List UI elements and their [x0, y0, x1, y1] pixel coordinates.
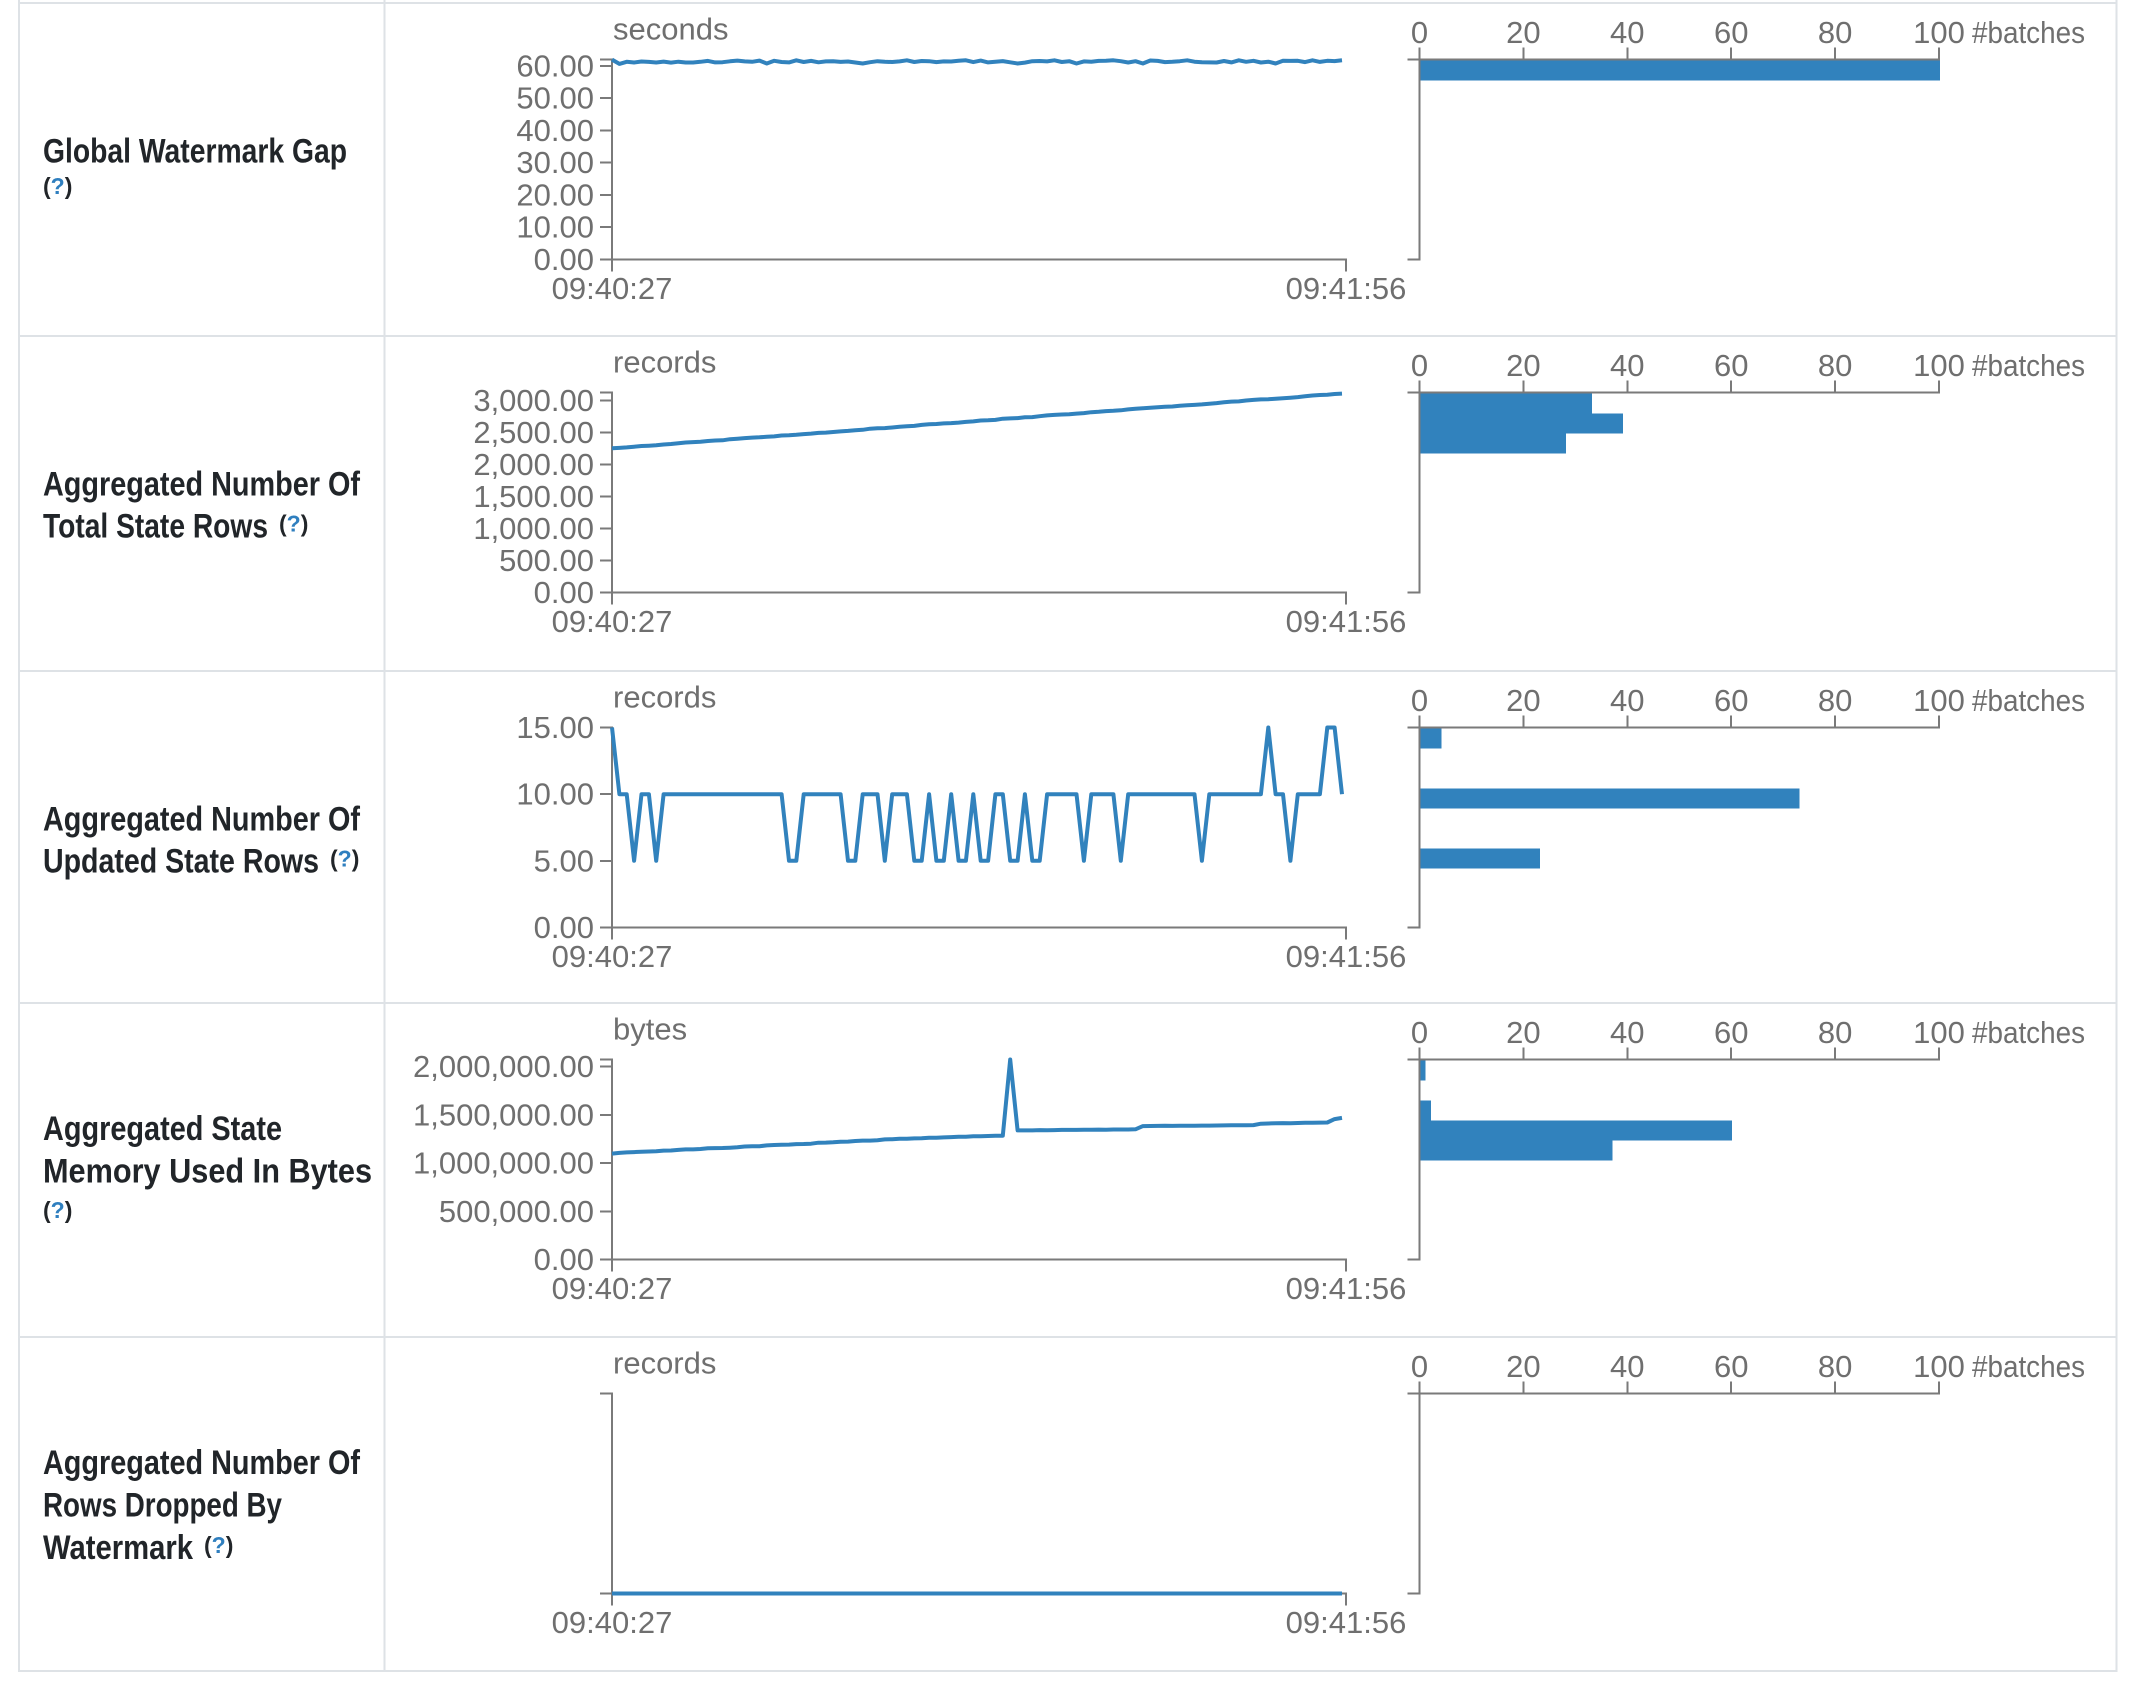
svg-text:3,000.00: 3,000.00	[473, 383, 594, 418]
svg-text:#batches: #batches	[1972, 1015, 2085, 1050]
svg-text:40: 40	[1610, 1015, 1644, 1050]
svg-text:09:41:56: 09:41:56	[1286, 1271, 1407, 1306]
svg-text:0.00: 0.00	[534, 910, 594, 945]
svg-text:100: 100	[1913, 1015, 1965, 1050]
svg-text:80: 80	[1818, 348, 1852, 383]
svg-text:(?): (?)	[330, 846, 359, 872]
svg-text:100: 100	[1913, 15, 1965, 50]
svg-text:500,000.00: 500,000.00	[439, 1194, 594, 1229]
svg-text:09:40:27: 09:40:27	[552, 939, 673, 974]
svg-text:1,000.00: 1,000.00	[473, 511, 594, 546]
svg-text:1,000,000.00: 1,000,000.00	[413, 1146, 594, 1181]
svg-text:20: 20	[1506, 1349, 1540, 1384]
svg-text:60: 60	[1714, 348, 1748, 383]
svg-text:Rows Dropped By: Rows Dropped By	[43, 1487, 282, 1525]
svg-text:(?): (?)	[279, 511, 308, 537]
svg-text:0: 0	[1411, 15, 1428, 50]
svg-text:20: 20	[1506, 348, 1540, 383]
svg-text:60.00: 60.00	[516, 48, 594, 83]
svg-text:records: records	[613, 345, 716, 380]
svg-text:bytes: bytes	[613, 1012, 687, 1047]
svg-text:Aggregated Number Of: Aggregated Number Of	[43, 801, 361, 839]
svg-text:09:41:56: 09:41:56	[1286, 604, 1407, 639]
svg-text:2,000.00: 2,000.00	[473, 447, 594, 482]
svg-text:40.00: 40.00	[516, 113, 594, 148]
svg-text:60: 60	[1714, 683, 1748, 718]
svg-text:100: 100	[1913, 683, 1965, 718]
svg-text:60: 60	[1714, 1015, 1748, 1050]
svg-text:60: 60	[1714, 15, 1748, 50]
svg-text:(?): (?)	[43, 173, 72, 199]
svg-text:40: 40	[1610, 15, 1644, 50]
svg-text:80: 80	[1818, 1015, 1852, 1050]
svg-text:1,500,000.00: 1,500,000.00	[413, 1097, 594, 1132]
svg-text:#batches: #batches	[1972, 348, 2085, 383]
svg-text:seconds: seconds	[613, 12, 728, 47]
svg-text:09:40:27: 09:40:27	[552, 1271, 673, 1306]
svg-text:20: 20	[1506, 15, 1540, 50]
svg-text:100: 100	[1913, 1349, 1965, 1384]
svg-text:0: 0	[1411, 683, 1428, 718]
svg-text:records: records	[613, 1346, 716, 1381]
svg-text:20.00: 20.00	[516, 177, 594, 212]
svg-text:Updated State Rows: Updated State Rows	[43, 843, 319, 881]
svg-text:30.00: 30.00	[516, 145, 594, 180]
svg-text:09:40:27: 09:40:27	[552, 604, 673, 639]
svg-text:records: records	[613, 680, 716, 715]
svg-text:80: 80	[1818, 15, 1852, 50]
svg-text:Global Watermark Gap: Global Watermark Gap	[43, 133, 347, 171]
svg-text:5.00: 5.00	[534, 843, 594, 878]
svg-text:(?): (?)	[204, 1532, 233, 1558]
svg-text:40: 40	[1610, 348, 1644, 383]
svg-text:1,500.00: 1,500.00	[473, 479, 594, 514]
svg-text:#batches: #batches	[1972, 683, 2085, 718]
svg-text:10.00: 10.00	[516, 210, 594, 245]
svg-text:20: 20	[1506, 1015, 1540, 1050]
svg-text:09:40:27: 09:40:27	[552, 271, 673, 306]
svg-text:0.00: 0.00	[534, 1242, 594, 1277]
svg-text:0.00: 0.00	[534, 242, 594, 277]
svg-text:2,000,000.00: 2,000,000.00	[413, 1049, 594, 1084]
svg-text:20: 20	[1506, 683, 1540, 718]
svg-text:0: 0	[1411, 1349, 1428, 1384]
svg-text:#batches: #batches	[1972, 1349, 2085, 1384]
svg-text:80: 80	[1818, 1349, 1852, 1384]
svg-text:500.00: 500.00	[499, 543, 594, 578]
svg-text:09:41:56: 09:41:56	[1286, 1605, 1407, 1640]
svg-text:Total State Rows: Total State Rows	[43, 508, 268, 546]
svg-text:Watermark: Watermark	[43, 1529, 193, 1567]
svg-text:Aggregated Number Of: Aggregated Number Of	[43, 1444, 361, 1482]
svg-text:15.00: 15.00	[516, 710, 594, 745]
svg-text:50.00: 50.00	[516, 81, 594, 116]
svg-text:0: 0	[1411, 348, 1428, 383]
svg-text:2,500.00: 2,500.00	[473, 415, 594, 450]
svg-text:09:41:56: 09:41:56	[1286, 271, 1407, 306]
svg-text:80: 80	[1818, 683, 1852, 718]
svg-text:Aggregated Number Of: Aggregated Number Of	[43, 466, 361, 504]
svg-text:0.00: 0.00	[534, 575, 594, 610]
svg-text:40: 40	[1610, 1349, 1644, 1384]
svg-text:(?): (?)	[43, 1197, 72, 1223]
svg-text:#batches: #batches	[1972, 15, 2085, 50]
svg-text:0: 0	[1411, 1015, 1428, 1050]
svg-text:100: 100	[1913, 348, 1965, 383]
svg-text:Memory Used In Bytes: Memory Used In Bytes	[43, 1153, 372, 1191]
svg-text:09:40:27: 09:40:27	[552, 1605, 673, 1640]
svg-text:10.00: 10.00	[516, 777, 594, 812]
svg-text:40: 40	[1610, 683, 1644, 718]
svg-text:09:41:56: 09:41:56	[1286, 939, 1407, 974]
svg-text:Aggregated State: Aggregated State	[43, 1110, 282, 1148]
svg-text:60: 60	[1714, 1349, 1748, 1384]
